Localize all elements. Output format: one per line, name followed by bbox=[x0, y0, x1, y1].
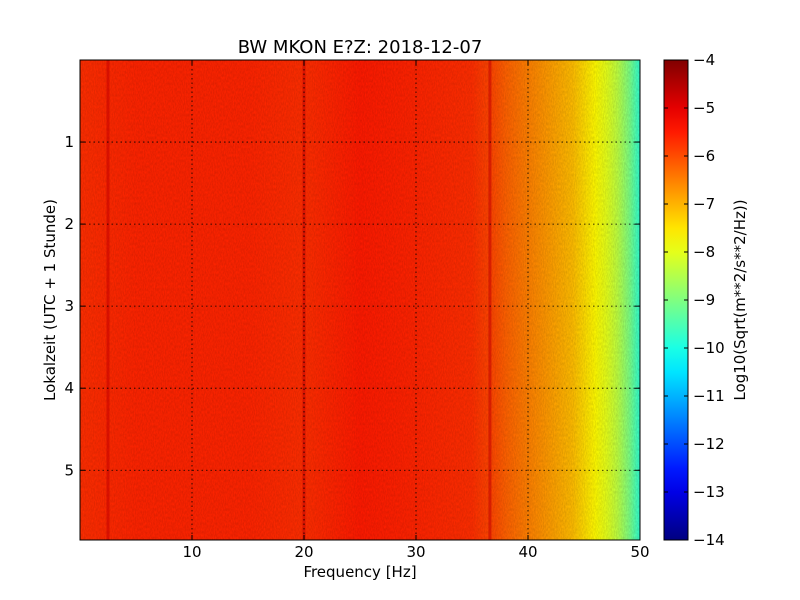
colorbar-tick-label: −13 bbox=[693, 483, 725, 501]
x-tick-label: 40 bbox=[518, 543, 537, 561]
y-tick-label: 2 bbox=[64, 215, 74, 233]
colorbar: −4 −5 −6 −7 −8 −9 −10 −11 −12 −13 −14 Log10(Sqrt(m… bbox=[663, 51, 749, 549]
colorbar-tick-label: −5 bbox=[693, 99, 715, 117]
colorbar-tick-label: −7 bbox=[693, 195, 715, 213]
x-tick-label: 20 bbox=[294, 543, 313, 561]
colorbar-tick-label: −12 bbox=[693, 435, 725, 453]
y-tick-label: 4 bbox=[64, 379, 74, 397]
colorbar-tick-label: −14 bbox=[693, 531, 725, 549]
colorbar-tick-label: −9 bbox=[693, 291, 715, 309]
chart-title: BW MKON E?Z: 2018-12-07 bbox=[238, 37, 483, 58]
colorbar-label: Log10(Sqrt(m**2/s**2/Hz)) bbox=[731, 199, 749, 400]
y-tick-label: 1 bbox=[64, 133, 74, 151]
y-tick-label: 5 bbox=[64, 461, 74, 479]
plot-area: 10 20 30 40 50 1 2 3 4 5 bbox=[64, 59, 650, 561]
colorbar-ticks: −4 −5 −6 −7 −8 −9 −10 −11 −12 −13 −14 bbox=[664, 51, 725, 549]
y-axis-label: Lokalzeit (UTC + 1 Stunde) bbox=[41, 199, 59, 401]
colorbar-tick-label: −6 bbox=[693, 147, 715, 165]
x-axis-label: Frequency [Hz] bbox=[303, 563, 416, 581]
plot-frame bbox=[79, 59, 641, 541]
grid-lines bbox=[80, 60, 640, 540]
x-tick-label: 50 bbox=[630, 543, 649, 561]
colorbar-tick-label: −8 bbox=[693, 243, 715, 261]
colorbar-tick-label: −10 bbox=[693, 339, 725, 357]
spectral-line bbox=[488, 60, 492, 540]
y-tick-label: 3 bbox=[64, 297, 74, 315]
spectral-line bbox=[106, 60, 110, 540]
colorbar-tick-label: −4 bbox=[693, 51, 715, 69]
spectrogram-texture bbox=[80, 60, 640, 540]
x-tick-label: 30 bbox=[406, 543, 425, 561]
x-tick-label: 10 bbox=[182, 543, 201, 561]
colorbar-tick-label: −11 bbox=[693, 387, 725, 405]
x-axis-ticks: 10 20 30 40 50 bbox=[182, 60, 650, 561]
y-axis-ticks: 1 2 3 4 5 bbox=[64, 133, 640, 479]
